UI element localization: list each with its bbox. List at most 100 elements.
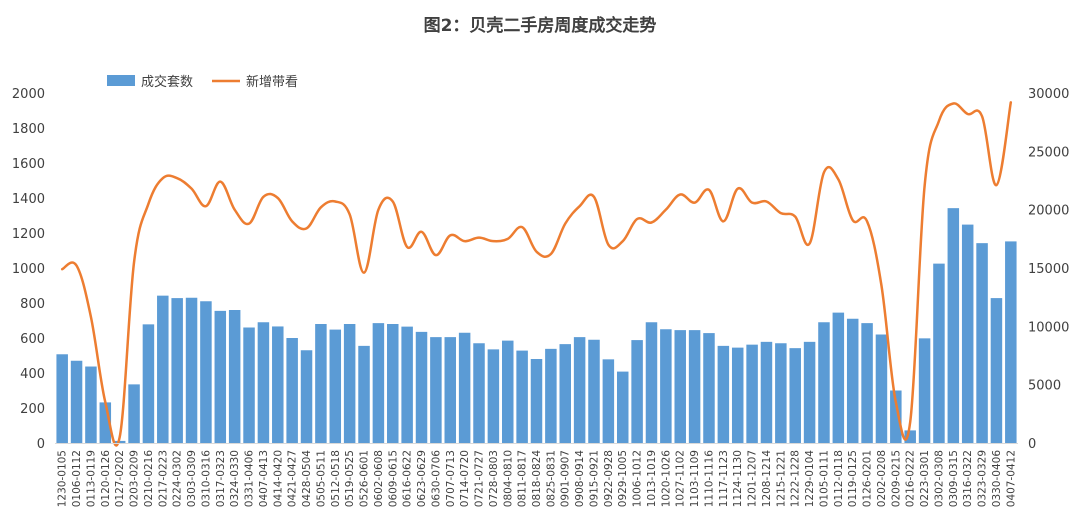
x-tick-label: 0623-0629 <box>416 450 428 507</box>
bar <box>573 337 586 443</box>
bar <box>933 263 945 443</box>
x-tick-label: 1020-1026 <box>660 450 672 508</box>
legend: 成交套数 新增带看 <box>107 74 298 90</box>
x-tick-label: 0602-0608 <box>373 450 385 507</box>
bar <box>444 337 457 443</box>
right-tick-label: 20000 <box>1028 204 1069 219</box>
bar <box>731 347 744 443</box>
right-tick-label: 0 <box>1028 437 1036 452</box>
bar <box>861 323 873 443</box>
bar <box>976 243 988 443</box>
bar <box>545 348 557 443</box>
bar <box>631 340 643 443</box>
left-tick-label: 1200 <box>12 227 45 242</box>
left-tick-label: 600 <box>20 332 45 347</box>
left-tick-label: 200 <box>20 402 45 417</box>
x-tick-label: 0929-1005 <box>617 450 629 507</box>
bar <box>243 327 255 443</box>
bar <box>300 350 313 443</box>
bar <box>904 430 916 443</box>
bar <box>990 298 1003 443</box>
bar <box>645 322 658 443</box>
bar <box>214 310 227 443</box>
bar <box>890 390 902 443</box>
x-tick-label: 0323-0329 <box>977 450 989 507</box>
x-tick-label: 0630-0706 <box>430 450 442 508</box>
bar <box>846 318 859 443</box>
x-tick-label: 0217-0223 <box>157 450 169 507</box>
bar <box>329 329 342 443</box>
left-tick-label: 1800 <box>12 122 45 137</box>
x-tick-label: 0310-0316 <box>200 450 212 508</box>
x-tick-label: 0105-0111 <box>818 450 830 507</box>
x-tick-label: 0512-0518 <box>330 450 342 507</box>
x-tick-label: 0324-0330 <box>229 450 241 507</box>
x-tick-label: 1229-0104 <box>804 450 816 508</box>
line-path <box>60 101 1013 447</box>
bar <box>157 295 169 443</box>
bar <box>832 312 845 443</box>
bar <box>875 334 888 443</box>
x-tick-label: 0203-0209 <box>129 450 141 507</box>
bar <box>660 329 672 443</box>
bar <box>961 224 974 443</box>
x-tick-label: 0616-0622 <box>402 450 414 507</box>
x-tick-label: 0126-0201 <box>862 450 874 507</box>
bar <box>286 338 298 443</box>
x-tick-label: 1117-1123 <box>718 450 730 507</box>
x-tick-label: 0818-0824 <box>531 450 543 508</box>
x-tick-label: 1222-1228 <box>790 450 802 507</box>
left-tick-label: 0 <box>37 437 45 452</box>
left-tick-label: 400 <box>20 367 45 382</box>
x-tick-label: 1215-1221 <box>775 450 787 507</box>
left-tick-label: 1400 <box>12 192 45 207</box>
bar <box>99 402 112 443</box>
right-tick-label: 15000 <box>1028 262 1069 277</box>
x-tick-label: 0414-0420 <box>272 450 284 507</box>
x-tick-label: 0428-0504 <box>301 450 313 508</box>
x-tick-label: 0303-0309 <box>186 450 198 507</box>
bar <box>746 344 758 443</box>
bar <box>559 344 571 443</box>
legend-bar-label: 成交套数 <box>141 74 193 90</box>
bar <box>516 350 528 443</box>
x-tick-label: 0223-0301 <box>919 450 931 507</box>
bar <box>358 345 370 443</box>
x-tick-label: 1124-1130 <box>732 450 744 507</box>
bar <box>200 301 212 443</box>
x-tick-label: 0811-0817 <box>517 450 529 507</box>
x-tick-label: 0202-0208 <box>876 450 888 507</box>
x-tick-label: 0127-0202 <box>114 450 126 507</box>
x-tick-label: 0908-0914 <box>574 450 586 508</box>
x-tick-label: 1201-1207 <box>747 450 759 507</box>
x-tick-label: 0120-0126 <box>100 450 112 508</box>
bar <box>128 384 140 443</box>
bar <box>760 341 773 443</box>
left-tick-label: 800 <box>20 297 45 312</box>
x-tick-label: 0112-0118 <box>833 450 845 507</box>
bar <box>401 326 413 443</box>
x-tick-label: 0316-0322 <box>962 450 974 507</box>
x-tick-label: 0526-0601 <box>359 450 371 507</box>
bar <box>1005 241 1017 443</box>
x-tick-label: 0922-0928 <box>603 450 615 507</box>
bar <box>372 323 385 443</box>
bar <box>315 324 327 443</box>
bar <box>703 333 715 443</box>
bar <box>473 343 485 443</box>
bar <box>257 322 270 443</box>
bar <box>458 332 471 443</box>
left-tick-label: 2000 <box>12 87 45 102</box>
x-tick-label: 0216-0222 <box>905 450 917 507</box>
bar <box>387 324 399 443</box>
right-tick-label: 5000 <box>1028 379 1061 394</box>
bar <box>530 359 543 443</box>
bar <box>803 341 816 443</box>
bar <box>142 324 155 443</box>
x-tick-label: 1103-1109 <box>689 450 701 507</box>
bar <box>70 360 83 443</box>
x-tick-label: 0421-0427 <box>287 450 299 507</box>
x-tick-label: 0106-0112 <box>71 450 83 507</box>
